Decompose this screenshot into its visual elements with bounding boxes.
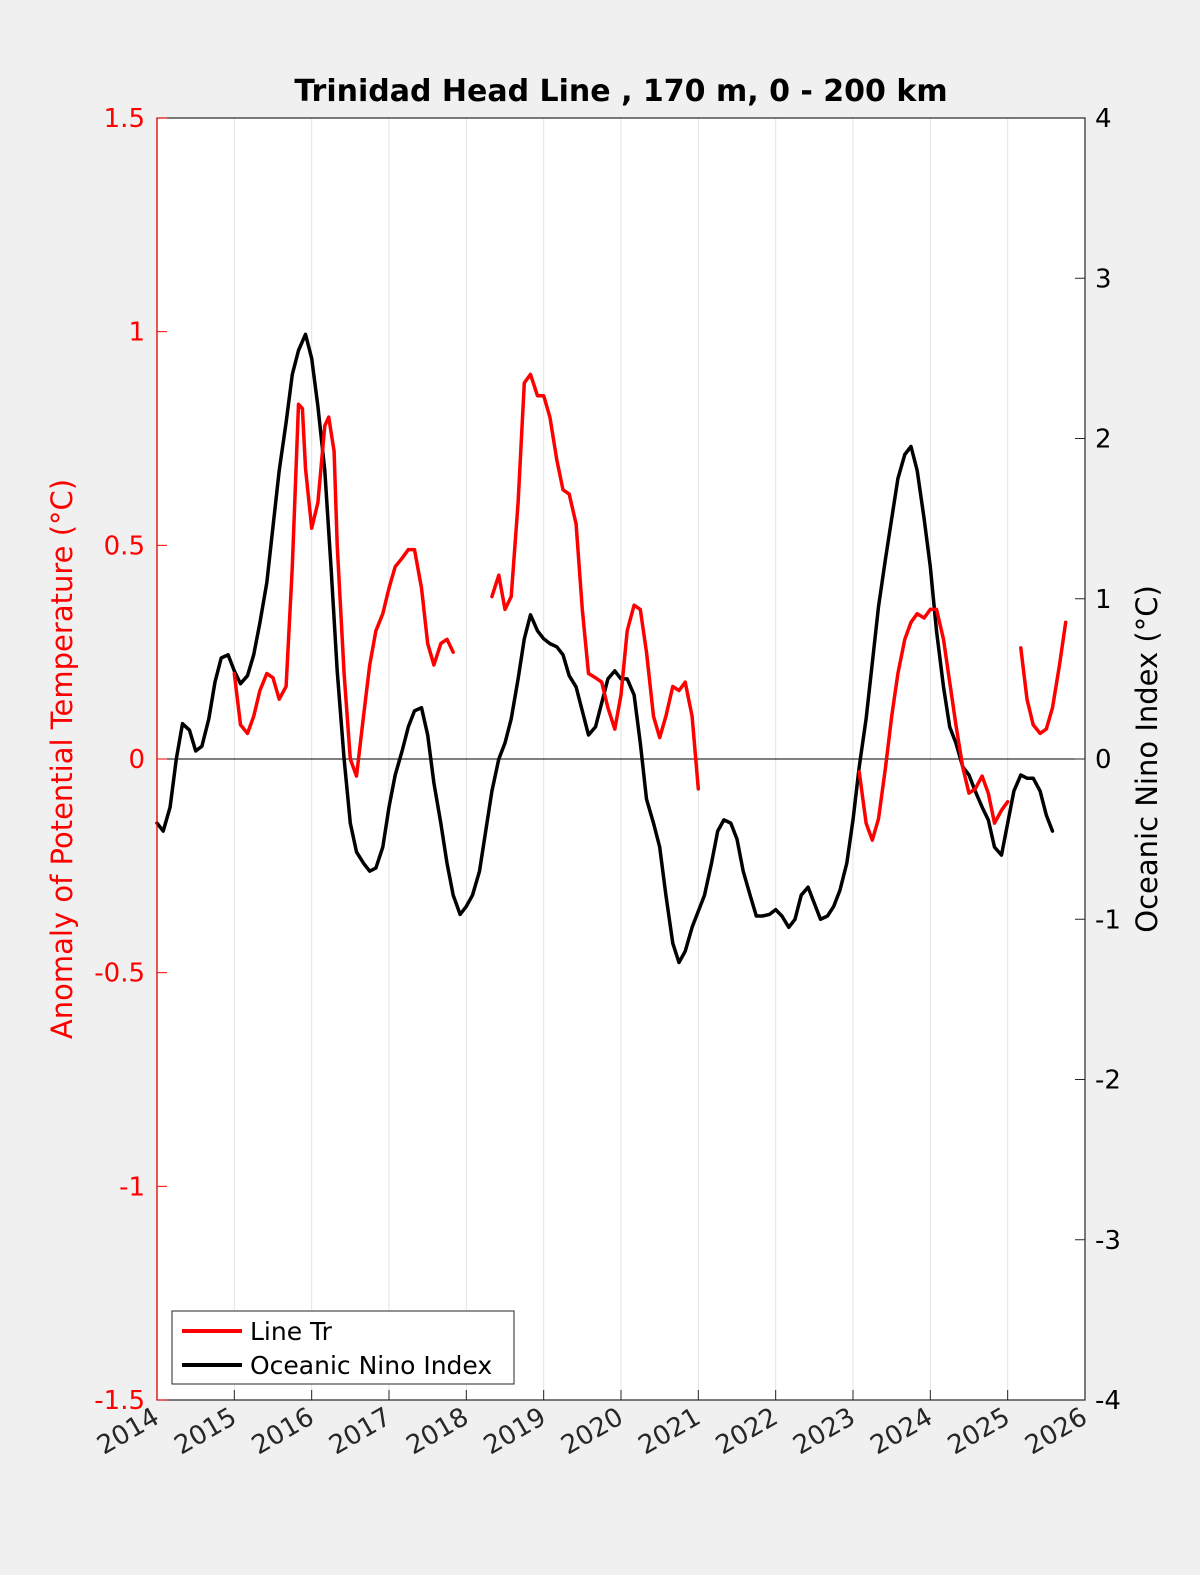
y-left-tick-label: 1 — [128, 318, 145, 348]
line-tr-segment — [490, 372, 701, 791]
x-tick-label: 2021 — [634, 1402, 706, 1461]
line-tr-segment — [857, 607, 1010, 842]
x-tick-label: 2022 — [711, 1402, 783, 1461]
y-right-tick-label: 3 — [1095, 264, 1112, 294]
y-right-tick-label: 4 — [1095, 104, 1112, 134]
x-tick-label: 2025 — [943, 1402, 1015, 1461]
y-left-tick-label: -1.5 — [94, 1386, 145, 1416]
y-right-tick-label: -3 — [1095, 1226, 1121, 1256]
y-left-tick-label: 0 — [128, 745, 145, 775]
legend: Line Tr Oceanic Nino Index — [171, 1310, 515, 1385]
y-left-tick-label: -0.5 — [94, 959, 145, 989]
line-tr-series — [232, 372, 1068, 842]
y-right-tick-label: -1 — [1095, 905, 1121, 935]
y-right-tick-label: 1 — [1095, 585, 1112, 615]
y-left-axis-title: Anomaly of Potential Temperature (°C) — [45, 479, 79, 1039]
line-tr-segment — [232, 402, 455, 778]
legend-box — [171, 1310, 515, 1385]
y-right-tick-label: -4 — [1095, 1386, 1121, 1416]
y-left-tick-label: -1 — [119, 1172, 145, 1202]
y-right-axis-title: Oceanic Nino Index (°C) — [1130, 585, 1164, 933]
y-right-tick-label: -2 — [1095, 1066, 1121, 1096]
y-left-tick-label: 0.5 — [104, 531, 145, 561]
x-tick-label: 2020 — [556, 1402, 628, 1461]
x-tick-label: 2023 — [788, 1402, 860, 1461]
y-right-axis: -4 -3 -2 -1 0 1 2 3 4 — [1075, 104, 1121, 1416]
y-left-axis: -1.5 -1 -0.5 0 0.5 1 1.5 — [94, 104, 167, 1416]
legend-line-tr-label: Line Tr — [250, 1317, 333, 1346]
x-axis: 2014 2015 2016 2017 2018 2019 2020 2021 2022 2023… — [92, 1390, 1093, 1461]
x-tick-label: 2018 — [402, 1402, 474, 1461]
x-tick-label: 2024 — [866, 1402, 938, 1461]
y-left-tick-label: 1.5 — [104, 104, 145, 134]
x-tick-label: 2015 — [170, 1402, 242, 1461]
x-tick-label: 2019 — [479, 1402, 551, 1461]
legend-oni-label: Oceanic Nino Index — [250, 1351, 492, 1380]
x-tick-label: 2026 — [1020, 1402, 1092, 1461]
line-tr-segment — [1019, 620, 1068, 736]
chart-title: Trinidad Head Line , 170 m, 0 - 200 km — [294, 74, 947, 109]
y-right-tick-label: 2 — [1095, 425, 1112, 455]
x-tick-label: 2017 — [324, 1402, 396, 1461]
x-tick-label: 2016 — [247, 1402, 319, 1461]
y-right-tick-label: 0 — [1095, 745, 1112, 775]
